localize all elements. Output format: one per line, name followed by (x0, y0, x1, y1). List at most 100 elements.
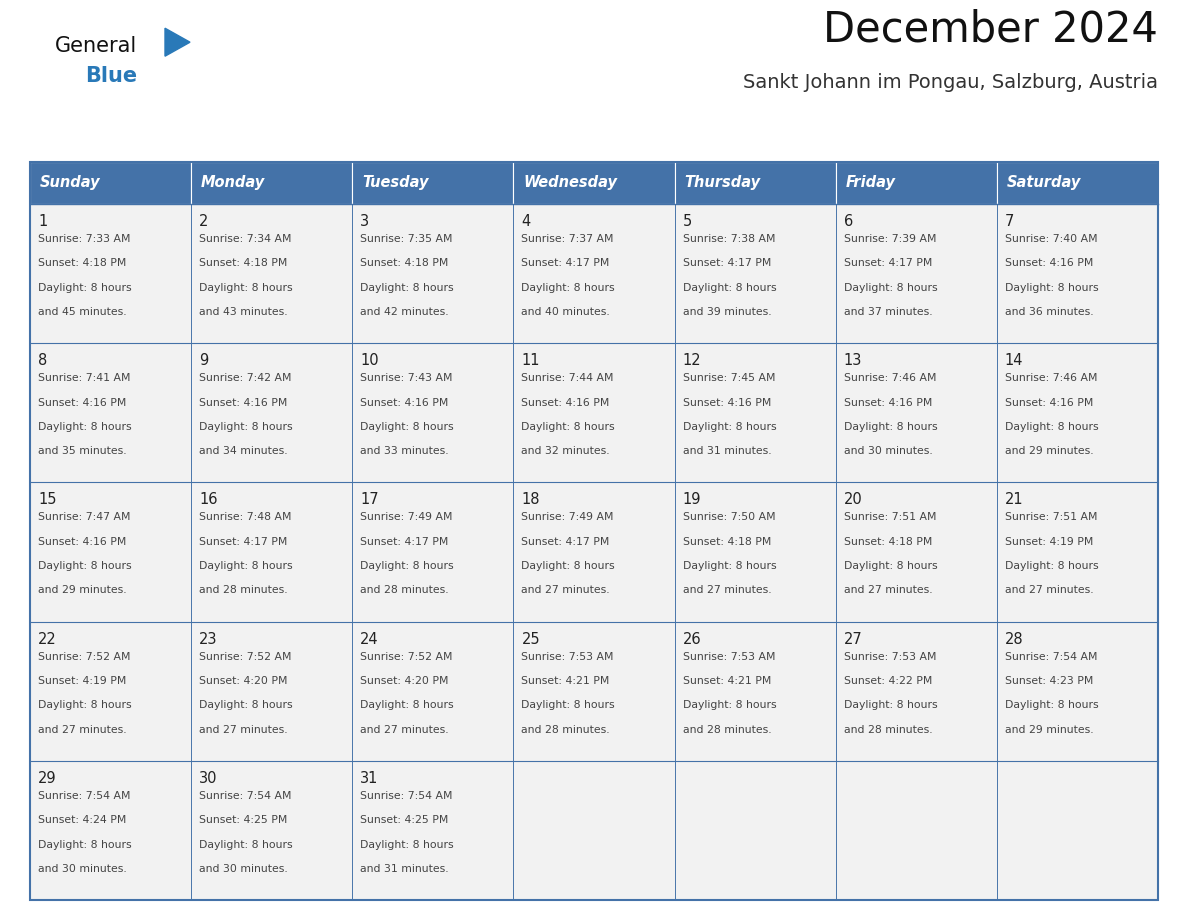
Bar (30, 621, 191, 761)
Text: and 43 minutes.: and 43 minutes. (200, 308, 287, 317)
Text: Daylight: 8 hours: Daylight: 8 hours (38, 283, 132, 293)
Text: and 27 minutes.: and 27 minutes. (843, 586, 933, 596)
Text: 29: 29 (38, 771, 57, 786)
Text: Sunset: 4:16 PM: Sunset: 4:16 PM (1005, 397, 1093, 408)
Bar (835, 621, 997, 761)
Text: Daylight: 8 hours: Daylight: 8 hours (683, 283, 776, 293)
Text: 30: 30 (200, 771, 217, 786)
Text: Sunrise: 7:51 AM: Sunrise: 7:51 AM (843, 512, 936, 522)
Text: Daylight: 8 hours: Daylight: 8 hours (683, 422, 776, 432)
Text: Sunrise: 7:34 AM: Sunrise: 7:34 AM (200, 234, 292, 244)
Text: Friday: Friday (846, 175, 896, 191)
Text: and 30 minutes.: and 30 minutes. (38, 864, 127, 874)
Text: and 32 minutes.: and 32 minutes. (522, 446, 611, 456)
Text: 19: 19 (683, 492, 701, 508)
Text: Sunset: 4:16 PM: Sunset: 4:16 PM (522, 397, 609, 408)
Text: 7: 7 (1005, 214, 1015, 229)
Bar (675, 162, 835, 204)
Text: Sunrise: 7:41 AM: Sunrise: 7:41 AM (38, 374, 131, 383)
Bar (191, 761, 353, 900)
Text: Sunset: 4:20 PM: Sunset: 4:20 PM (360, 676, 449, 686)
Text: Sunset: 4:18 PM: Sunset: 4:18 PM (843, 537, 933, 547)
Text: and 28 minutes.: and 28 minutes. (843, 724, 933, 734)
Text: and 27 minutes.: and 27 minutes. (38, 724, 127, 734)
Text: 4: 4 (522, 214, 531, 229)
Text: Sunday: Sunday (39, 175, 100, 191)
Text: Sunrise: 7:53 AM: Sunrise: 7:53 AM (843, 652, 936, 662)
Bar (835, 482, 997, 621)
Bar (353, 482, 513, 621)
Bar (191, 204, 353, 343)
Text: 5: 5 (683, 214, 691, 229)
Text: Daylight: 8 hours: Daylight: 8 hours (200, 422, 292, 432)
Text: Daylight: 8 hours: Daylight: 8 hours (200, 283, 292, 293)
Bar (513, 761, 675, 900)
Text: 24: 24 (360, 632, 379, 646)
Bar (997, 482, 1158, 621)
Text: 16: 16 (200, 492, 217, 508)
Text: 21: 21 (1005, 492, 1024, 508)
Text: and 29 minutes.: and 29 minutes. (1005, 724, 1093, 734)
Text: Sunrise: 7:46 AM: Sunrise: 7:46 AM (1005, 374, 1098, 383)
Text: Sunrise: 7:47 AM: Sunrise: 7:47 AM (38, 512, 131, 522)
Text: Daylight: 8 hours: Daylight: 8 hours (683, 561, 776, 571)
Text: Sunset: 4:19 PM: Sunset: 4:19 PM (1005, 537, 1093, 547)
Bar (835, 343, 997, 482)
Text: Sunrise: 7:49 AM: Sunrise: 7:49 AM (522, 512, 614, 522)
Bar (513, 162, 675, 204)
Text: Sunset: 4:16 PM: Sunset: 4:16 PM (200, 397, 287, 408)
Text: Sunrise: 7:51 AM: Sunrise: 7:51 AM (1005, 512, 1098, 522)
Text: 20: 20 (843, 492, 862, 508)
Text: Daylight: 8 hours: Daylight: 8 hours (522, 700, 615, 711)
Text: Sunset: 4:25 PM: Sunset: 4:25 PM (360, 815, 449, 825)
Text: Sunrise: 7:53 AM: Sunrise: 7:53 AM (683, 652, 775, 662)
Text: and 31 minutes.: and 31 minutes. (683, 446, 771, 456)
Text: Sunrise: 7:35 AM: Sunrise: 7:35 AM (360, 234, 453, 244)
Text: Sunset: 4:17 PM: Sunset: 4:17 PM (683, 258, 771, 268)
Text: Daylight: 8 hours: Daylight: 8 hours (200, 561, 292, 571)
Text: Sunrise: 7:52 AM: Sunrise: 7:52 AM (360, 652, 453, 662)
Text: 2: 2 (200, 214, 209, 229)
Text: Daylight: 8 hours: Daylight: 8 hours (843, 700, 937, 711)
Text: and 45 minutes.: and 45 minutes. (38, 308, 127, 317)
Text: Sunrise: 7:48 AM: Sunrise: 7:48 AM (200, 512, 292, 522)
Text: Sunset: 4:24 PM: Sunset: 4:24 PM (38, 815, 126, 825)
Text: Sunset: 4:16 PM: Sunset: 4:16 PM (38, 397, 126, 408)
Text: Daylight: 8 hours: Daylight: 8 hours (683, 700, 776, 711)
Text: Daylight: 8 hours: Daylight: 8 hours (522, 561, 615, 571)
Text: and 31 minutes.: and 31 minutes. (360, 864, 449, 874)
Text: and 27 minutes.: and 27 minutes. (1005, 586, 1093, 596)
Text: 1: 1 (38, 214, 48, 229)
Text: and 42 minutes.: and 42 minutes. (360, 308, 449, 317)
Text: Sunset: 4:17 PM: Sunset: 4:17 PM (522, 258, 609, 268)
Text: Sunset: 4:25 PM: Sunset: 4:25 PM (200, 815, 287, 825)
Text: 8: 8 (38, 353, 48, 368)
Text: General: General (55, 36, 138, 56)
Text: Daylight: 8 hours: Daylight: 8 hours (360, 422, 454, 432)
Text: Daylight: 8 hours: Daylight: 8 hours (38, 840, 132, 849)
Text: Daylight: 8 hours: Daylight: 8 hours (38, 700, 132, 711)
Text: Sunrise: 7:44 AM: Sunrise: 7:44 AM (522, 374, 614, 383)
Text: Wednesday: Wednesday (523, 175, 617, 191)
Text: Sunrise: 7:37 AM: Sunrise: 7:37 AM (522, 234, 614, 244)
Text: Sunset: 4:21 PM: Sunset: 4:21 PM (683, 676, 771, 686)
Text: Sunset: 4:16 PM: Sunset: 4:16 PM (360, 397, 449, 408)
Text: 15: 15 (38, 492, 57, 508)
Text: Sunset: 4:16 PM: Sunset: 4:16 PM (683, 397, 771, 408)
Text: Sunset: 4:18 PM: Sunset: 4:18 PM (683, 537, 771, 547)
Text: and 27 minutes.: and 27 minutes. (683, 586, 771, 596)
Text: and 33 minutes.: and 33 minutes. (360, 446, 449, 456)
Text: 17: 17 (360, 492, 379, 508)
Text: Daylight: 8 hours: Daylight: 8 hours (38, 561, 132, 571)
Bar (675, 343, 835, 482)
Text: Sunset: 4:22 PM: Sunset: 4:22 PM (843, 676, 933, 686)
Text: Sunset: 4:17 PM: Sunset: 4:17 PM (522, 537, 609, 547)
Bar (835, 162, 997, 204)
Text: Sunrise: 7:38 AM: Sunrise: 7:38 AM (683, 234, 775, 244)
Text: Sunrise: 7:54 AM: Sunrise: 7:54 AM (200, 790, 292, 800)
Text: 27: 27 (843, 632, 862, 646)
Text: Daylight: 8 hours: Daylight: 8 hours (1005, 561, 1099, 571)
Text: 9: 9 (200, 353, 208, 368)
Bar (513, 621, 675, 761)
Text: Daylight: 8 hours: Daylight: 8 hours (522, 422, 615, 432)
